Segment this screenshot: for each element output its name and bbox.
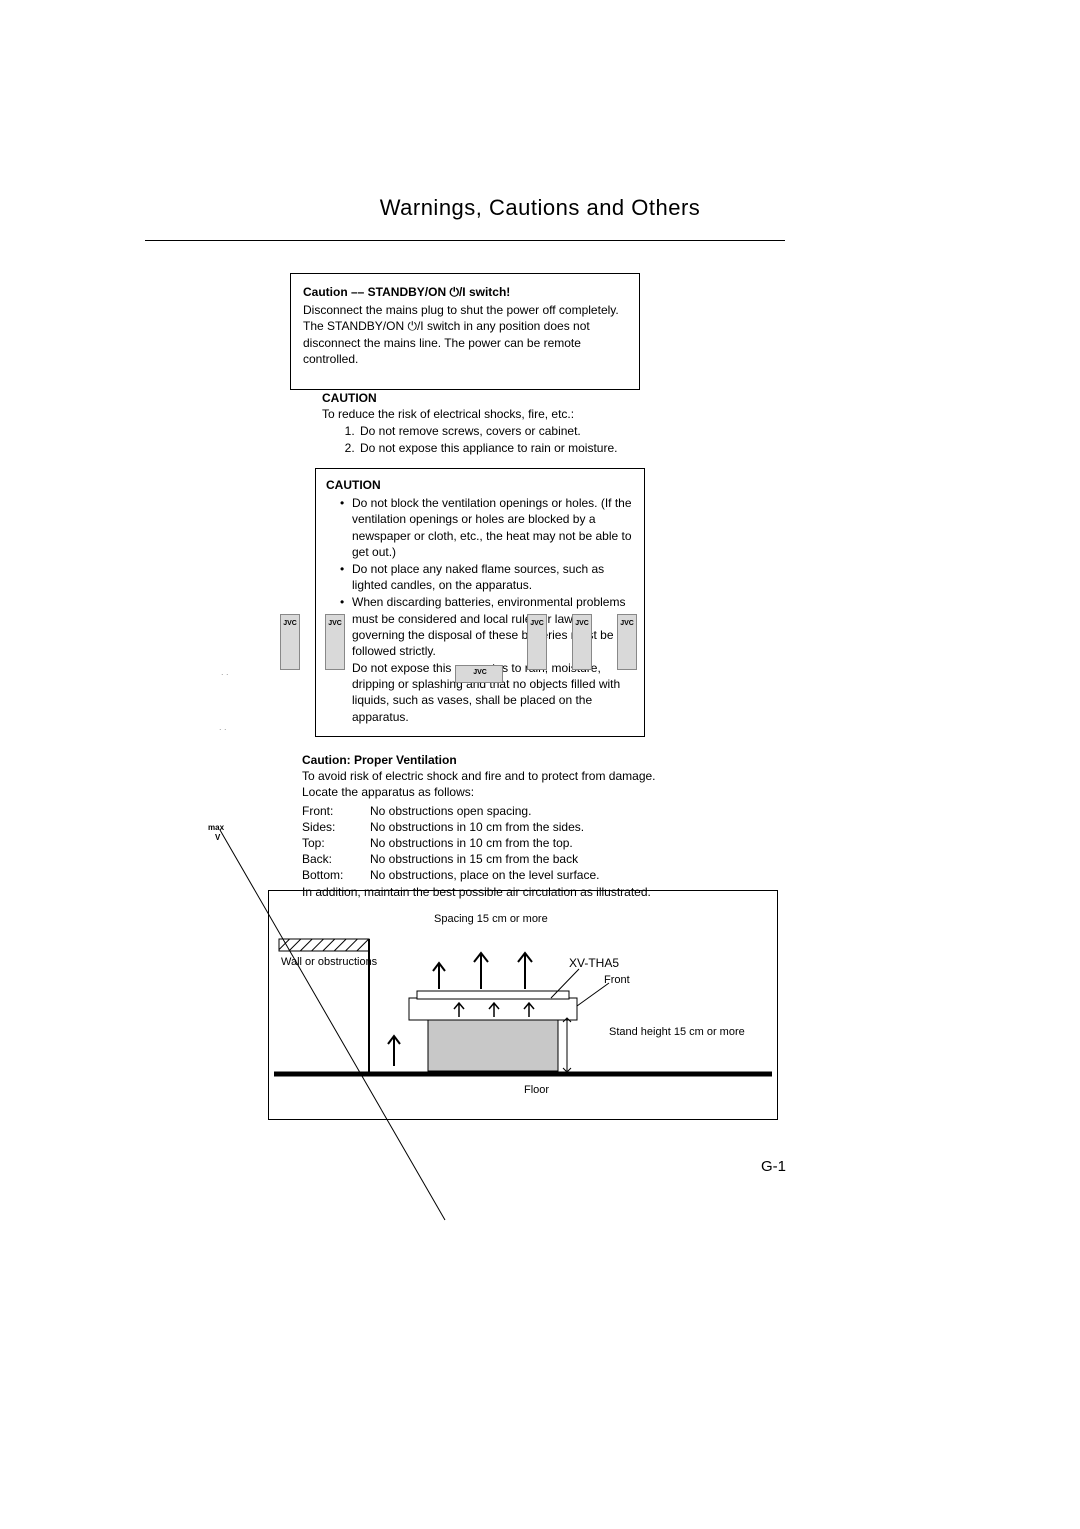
speaker-brand: JVC	[466, 669, 494, 676]
caution-shock-title: CAUTION	[322, 390, 652, 406]
caution-standby-box: Caution –– STANDBY/ON ⏻/I switch! Discon…	[290, 273, 640, 390]
diagram-model-label: XV-THA5	[569, 956, 619, 970]
ventilation-side: Front:	[302, 803, 370, 819]
caution-shock: CAUTION To reduce the risk of electrical…	[322, 390, 652, 456]
caution-bullet: Do not place any naked flame sources, su…	[340, 561, 634, 593]
page-number: G-1	[761, 1158, 786, 1175]
caution-shock-lead: To reduce the risk of electrical shocks,…	[322, 406, 652, 422]
ventilation-row: Front:No obstructions open spacing.	[302, 803, 702, 819]
caution-shock-item: Do not remove screws, covers or cabinet.	[358, 423, 652, 439]
stray-mark: . .	[221, 667, 229, 677]
stray-mark: . .	[219, 722, 227, 732]
ventilation-title: Caution: Proper Ventilation	[302, 752, 702, 768]
ventilation-locate: Locate the apparatus as follows:	[302, 784, 702, 800]
speaker-brand: JVC	[327, 620, 343, 627]
stray-mark: V	[215, 833, 220, 842]
speaker-diagram: JVC JVC JVC JVC JVC JVC	[280, 612, 650, 702]
speaker-brand: JVC	[282, 620, 298, 627]
page-title: Warnings, Cautions and Others	[0, 195, 1080, 221]
divider	[145, 240, 785, 241]
caution-standby-body: Disconnect the mains plug to shut the po…	[303, 302, 627, 367]
speaker-brand: JVC	[619, 620, 635, 627]
diagram-front-label: Front	[604, 974, 630, 986]
caution-shock-list: Do not remove screws, covers or cabinet.…	[358, 423, 652, 455]
diagram-stand-label: Stand height 15 cm or more	[609, 1026, 745, 1038]
diagram-floor-label: Floor	[524, 1084, 549, 1096]
ventilation-rule: No obstructions open spacing.	[370, 803, 702, 819]
caution-bullet: Do not block the ventilation openings or…	[340, 495, 634, 560]
caution-standby-title: Caution –– STANDBY/ON ⏻/I switch!	[303, 284, 627, 300]
caution-shock-item: Do not expose this appliance to rain or …	[358, 440, 652, 456]
stray-mark: max	[208, 823, 224, 832]
ventilation-lead: To avoid risk of electric shock and fire…	[302, 768, 702, 784]
speaker-brand: JVC	[574, 620, 590, 627]
speaker-brand: JVC	[529, 620, 545, 627]
caution-bullets-title: CAUTION	[326, 477, 634, 493]
stray-line	[210, 820, 460, 1240]
